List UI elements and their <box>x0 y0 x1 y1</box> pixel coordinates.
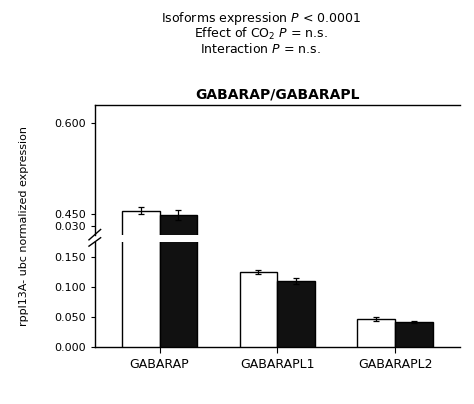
Bar <box>395 322 433 347</box>
Title: GABARAP/GABARAPL: GABARAP/GABARAPL <box>195 87 360 101</box>
Bar <box>160 215 197 404</box>
Bar <box>277 281 315 347</box>
Text: Isoforms expression $P$ < 0.0001: Isoforms expression $P$ < 0.0001 <box>161 10 361 27</box>
Text: Effect of CO$_2$ $P$ = n.s.: Effect of CO$_2$ $P$ = n.s. <box>194 26 328 42</box>
Bar <box>357 319 395 347</box>
Bar <box>240 272 277 347</box>
Bar <box>160 77 197 347</box>
Text: rppl13A- ubc normalized expression: rppl13A- ubc normalized expression <box>18 126 29 326</box>
Bar <box>122 73 160 347</box>
Bar <box>122 210 160 404</box>
Text: Interaction $P$ = n.s.: Interaction $P$ = n.s. <box>201 42 321 57</box>
